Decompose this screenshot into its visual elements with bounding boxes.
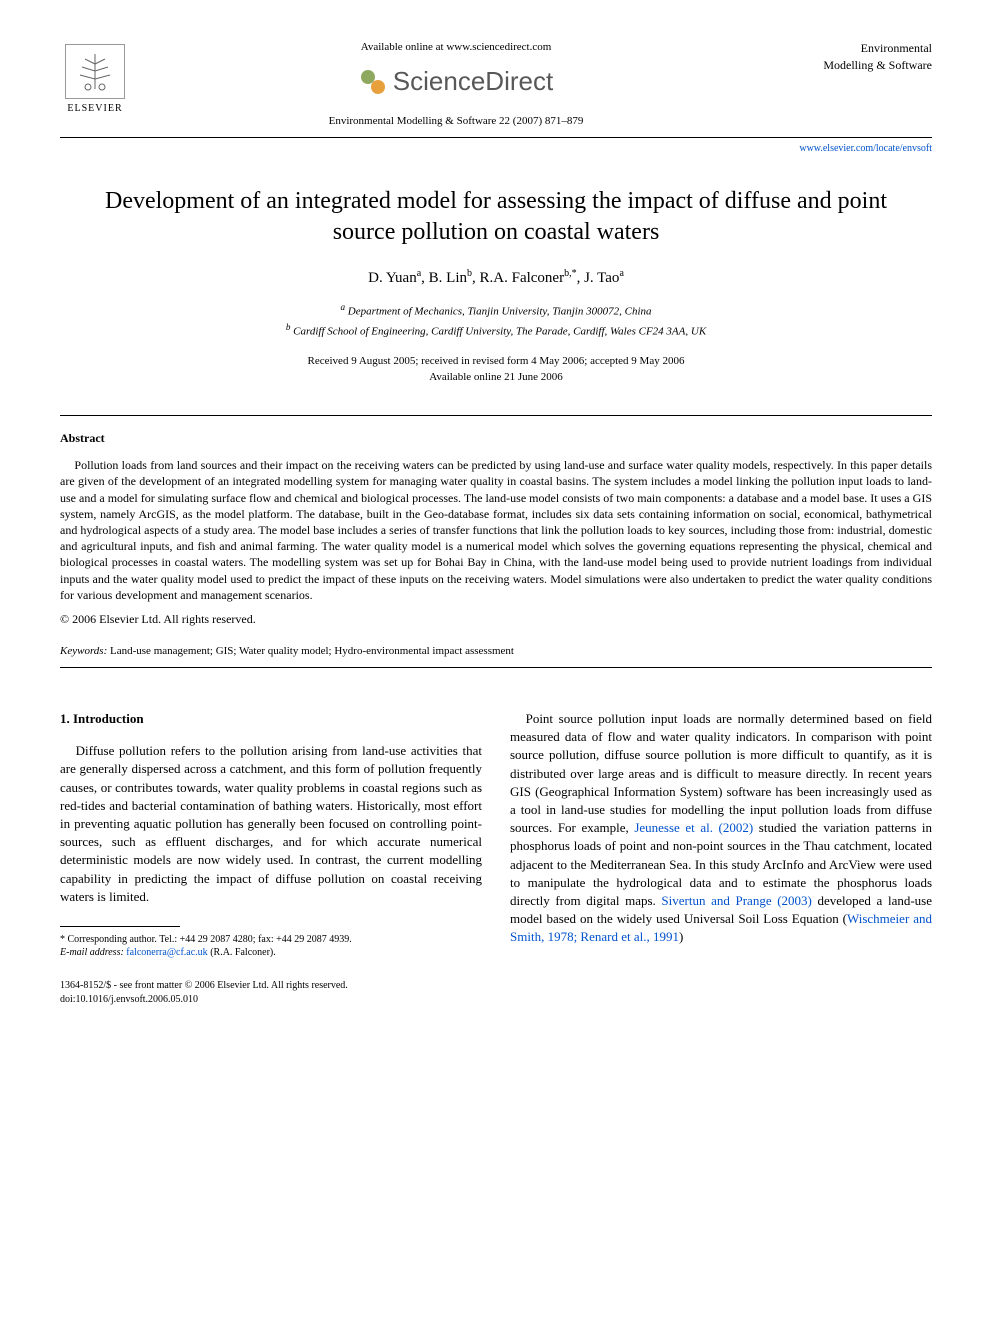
sciencedirect-text: ScienceDirect [393,63,553,99]
author-1: D. Yuan [368,270,417,286]
email-label: E-mail address: [60,947,124,958]
abstract-copyright: © 2006 Elsevier Ltd. All rights reserved… [60,611,932,628]
corresponding-author: * Corresponding author. Tel.: +44 29 208… [60,933,482,946]
author-4: J. Tao [584,270,619,286]
elsevier-logo: ELSEVIER [60,40,130,120]
elsevier-tree-icon [65,44,125,99]
author-3: R.A. Falconer [480,270,565,286]
author-1-sup: a [417,268,421,279]
footer-block: 1364-8152/$ - see front matter © 2006 El… [60,979,932,1007]
para2-pre: Point source pollution input loads are n… [510,711,932,835]
online-date: Available online 21 June 2006 [60,370,932,385]
author-3-sup: b,* [564,268,577,279]
article-dates: Received 9 August 2005; received in revi… [60,354,932,386]
author-2-sup: b [467,268,472,279]
footnote-separator [60,926,180,927]
affiliation-a: Department of Mechanics, Tianjin Univers… [348,305,652,317]
authors-line: D. Yuana, B. Linb, R.A. Falconerb,*, J. … [60,267,932,289]
intro-para-1: Diffuse pollution refers to the pollutio… [60,742,482,906]
journal-name-line1: Environmental [782,40,932,57]
abstract-text: Pollution loads from land sources and th… [60,457,932,603]
sciencedirect-icon [359,68,387,96]
article-title: Development of an integrated model for a… [100,186,892,248]
header-row: ELSEVIER Available online at www.science… [60,40,932,129]
available-online-text: Available online at www.sciencedirect.co… [130,40,782,55]
affiliations: a Department of Mechanics, Tianjin Unive… [60,301,932,340]
corresponding-email[interactable]: falconerra@cf.ac.uk [126,947,207,958]
citation-sivertun-2003[interactable]: Sivertun and Prange (2003) [661,893,811,908]
abstract-heading: Abstract [60,430,932,447]
abstract-top-rule [60,415,932,416]
body-columns: 1. Introduction Diffuse pollution refers… [60,710,932,959]
journal-url-link[interactable]: www.elsevier.com/locate/envsoft [60,142,932,156]
issn-line: 1364-8152/$ - see front matter © 2006 El… [60,979,932,993]
section-1-heading: 1. Introduction [60,710,482,728]
journal-name-line2: Modelling & Software [782,57,932,74]
journal-name-block: Environmental Modelling & Software [782,40,932,74]
citation-jeunesse-2002[interactable]: Jeunesse et al. (2002) [634,820,753,835]
received-date: Received 9 August 2005; received in revi… [60,354,932,369]
keywords-line: Keywords: Land-use management; GIS; Wate… [60,644,932,659]
intro-para-2: Point source pollution input loads are n… [510,710,932,946]
author-2: B. Lin [429,270,467,286]
sciencedirect-logo: ScienceDirect [130,63,782,99]
affiliation-b: Cardiff School of Engineering, Cardiff U… [293,325,706,337]
keywords-label: Keywords: [60,645,107,657]
doi-line: doi:10.1016/j.envsoft.2006.05.010 [60,993,932,1007]
keywords-text: Land-use management; GIS; Water quality … [110,645,514,657]
journal-reference: Environmental Modelling & Software 22 (2… [130,114,782,129]
email-suffix: (R.A. Falconer). [210,947,276,958]
author-4-sup: a [619,268,623,279]
center-header: Available online at www.sciencedirect.co… [130,40,782,129]
footnote-block: * Corresponding author. Tel.: +44 29 208… [60,933,482,959]
header-rule [60,137,932,138]
para2-end: ) [679,929,683,944]
elsevier-label: ELSEVIER [67,102,122,116]
abstract-bottom-rule [60,667,932,668]
